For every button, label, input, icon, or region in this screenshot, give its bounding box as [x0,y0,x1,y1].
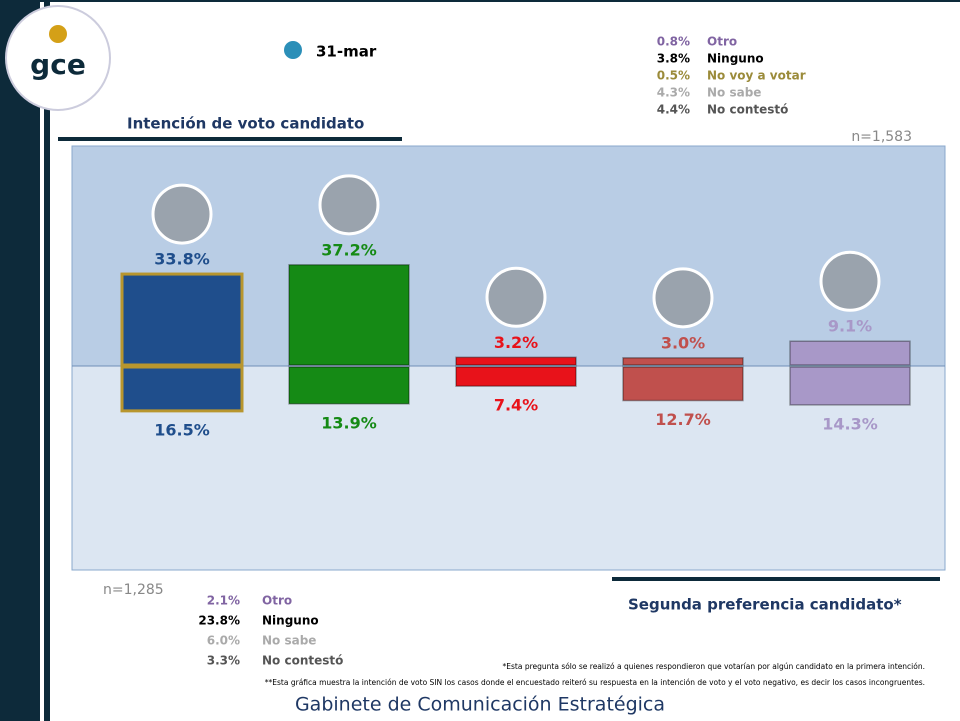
side-stripe [0,0,40,721]
date: 31-mar [316,43,377,61]
candidate-photo [819,250,881,312]
bar [455,366,577,387]
bar [789,340,911,366]
other-value: 6.0% [207,634,240,648]
candidate-photo [318,174,380,236]
second-title-rule [612,577,940,581]
logo-circle [5,5,111,111]
logo-icon [49,25,67,43]
logo-text: gce [30,48,86,81]
footer: Gabinete de Comunicación Estratégica [295,694,665,716]
other-value: 0.5% [657,69,690,83]
value-label: 12.7% [655,410,711,429]
value-label: 3.0% [661,333,705,352]
other-value: 3.3% [207,654,240,668]
first-sample: n=1,583 [851,129,912,145]
second-sample: n=1,285 [103,582,164,598]
other-label: No sabe [707,86,761,100]
other-label: Otro [262,594,292,608]
other-label: No contestó [707,103,788,117]
other-value: 4.3% [657,86,690,100]
other-label: No sabe [262,634,316,648]
other-value: 23.8% [198,614,240,628]
side-stripe-thin [44,0,50,721]
other-label: No contestó [262,654,343,668]
value-label: 3.2% [494,333,538,352]
bar [622,366,744,402]
value-label: 13.9% [321,413,377,432]
other-label: Ninguno [707,52,764,66]
bar [120,365,244,413]
other-value: 4.4% [657,103,690,117]
value-label: 33.8% [154,250,210,269]
bar [120,272,244,367]
value-label: 14.3% [822,414,878,433]
bar [455,356,577,366]
first-title-rule [58,137,402,141]
first-title: Intención de voto candidato [127,115,364,133]
date-bullet [284,41,302,59]
second-title: Segunda preferencia candidato* [628,596,902,614]
other-value: 0.8% [657,35,690,49]
bar [789,366,911,406]
candidate-photo [652,267,714,329]
other-label: Ninguno [262,614,319,628]
footnote: **Esta gráfica muestra la intención de v… [265,678,925,687]
other-value: 3.8% [657,52,690,66]
bar [622,357,744,366]
value-label: 9.1% [828,317,872,336]
footnote: *Esta pregunta sólo se realizó a quienes… [503,662,925,671]
other-label: No voy a votar [707,69,806,83]
candidate-photo [485,266,547,328]
value-label: 7.4% [494,396,538,415]
bar [288,366,410,405]
other-label: Otro [707,35,737,49]
bar [288,264,410,366]
other-value: 2.1% [207,594,240,608]
value-label: 37.2% [321,240,377,259]
value-label: 16.5% [154,420,210,439]
top-border [0,0,960,2]
candidate-photo [151,183,213,245]
